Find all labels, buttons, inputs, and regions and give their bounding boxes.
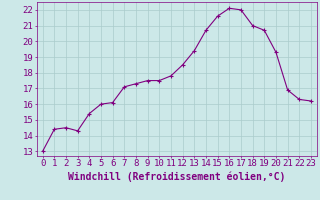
X-axis label: Windchill (Refroidissement éolien,°C): Windchill (Refroidissement éolien,°C) [68, 171, 285, 182]
